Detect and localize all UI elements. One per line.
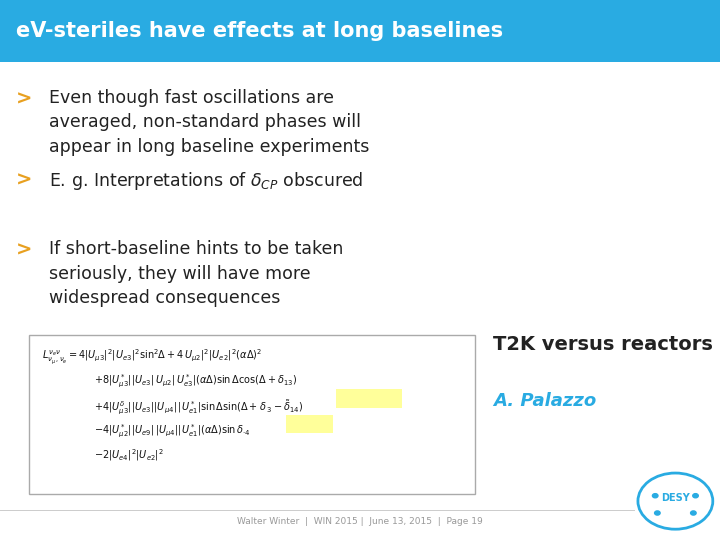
Text: >: > bbox=[16, 170, 32, 189]
Text: If short-baseline hints to be taken
seriously, they will have more
widespread co: If short-baseline hints to be taken seri… bbox=[49, 240, 343, 307]
Text: A. Palazzo: A. Palazzo bbox=[493, 392, 596, 409]
Circle shape bbox=[654, 511, 660, 515]
FancyBboxPatch shape bbox=[29, 335, 475, 494]
Text: DESY: DESY bbox=[661, 493, 690, 503]
Circle shape bbox=[693, 494, 698, 498]
Text: $+ 4|U^{\delta}_{\mu 3}||U_{e3}||U_{\mu 4}|\,|U^*_{e1}|\sin\Delta\sin(\Delta + \: $+ 4|U^{\delta}_{\mu 3}||U_{e3}||U_{\mu … bbox=[94, 398, 303, 416]
Text: $+ 8|U^*_{\mu 3}||U_{e3}|\,U_{\mu 2}|\,U^*_{e3}|(\alpha\Delta)\sin\Delta\cos(\De: $+ 8|U^*_{\mu 3}||U_{e3}|\,U_{\mu 2}|\,U… bbox=[94, 373, 297, 390]
Text: $\mathit{L}^{\nu_e\nu}_{\nu_\mu\,,\nu_e} = 4|U_{\mu 3}|^2|U_{e3}|^2\sin^2\!\Delt: $\mathit{L}^{\nu_e\nu}_{\nu_\mu\,,\nu_e}… bbox=[42, 348, 262, 367]
FancyBboxPatch shape bbox=[336, 389, 402, 408]
Circle shape bbox=[690, 511, 696, 515]
Text: E. g. Interpretations of $\delta_{CP}$ obscured: E. g. Interpretations of $\delta_{CP}$ o… bbox=[49, 170, 364, 192]
Text: >: > bbox=[16, 240, 32, 259]
Text: T2K versus reactors: T2K versus reactors bbox=[493, 335, 713, 354]
Text: Even though fast oscillations are
averaged, non-standard phases will
appear in l: Even though fast oscillations are averag… bbox=[49, 89, 369, 156]
Text: $- 4|U^*_{\mu 2}||U_{e9}|\,|U_{\mu 4}||U^*_{e1}|(\alpha\Delta)\sin\delta_{\cdot : $- 4|U^*_{\mu 2}||U_{e9}|\,|U_{\mu 4}||U… bbox=[94, 423, 251, 440]
Text: $- 2|U_{e4}|^2|U_{e2}|^2$: $- 2|U_{e4}|^2|U_{e2}|^2$ bbox=[94, 447, 163, 463]
Circle shape bbox=[652, 494, 658, 498]
Text: eV-steriles have effects at long baselines: eV-steriles have effects at long baselin… bbox=[16, 21, 503, 41]
Text: >: > bbox=[16, 89, 32, 108]
FancyBboxPatch shape bbox=[0, 0, 720, 62]
FancyBboxPatch shape bbox=[286, 415, 333, 433]
Text: Walter Winter  |  WIN 2015 |  June 13, 2015  |  Page 19: Walter Winter | WIN 2015 | June 13, 2015… bbox=[237, 517, 483, 526]
